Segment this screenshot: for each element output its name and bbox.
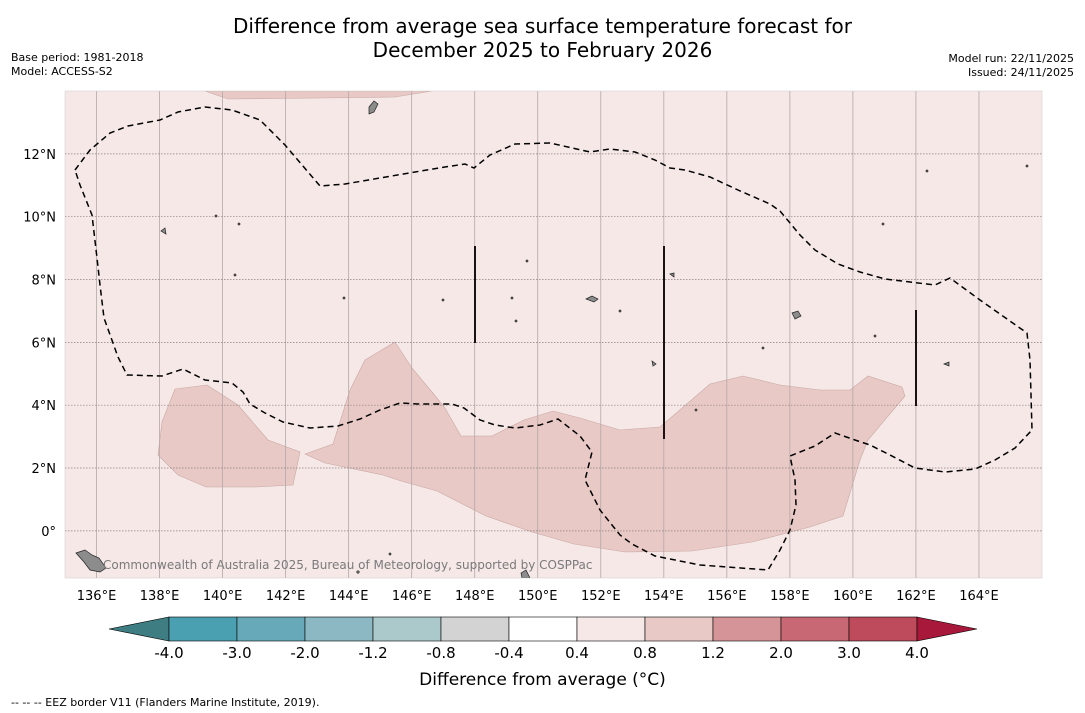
island-small-4: [342, 296, 346, 300]
island-ulithi: [160, 227, 167, 235]
lat-tick-label: 0°: [41, 525, 56, 540]
colorbar-tick-label: -2.0: [290, 644, 320, 662]
colorbar-segment: [644, 616, 714, 642]
lon-tick-label: 136°E: [77, 589, 117, 604]
island-small-8: [514, 319, 518, 323]
model-run: Model run: 22/11/2025: [948, 52, 1074, 65]
lon-tick-label: 152°E: [581, 589, 621, 604]
eez-boundary-segments: [474, 246, 917, 439]
island-new-guinea-tip: [75, 549, 107, 573]
colorbar-tick-label: -1.2: [358, 644, 388, 662]
lon-tick-label: 148°E: [455, 589, 495, 604]
axis-labels: 136°E 138°E 140°E 142°E 144°E 146°E 148°E 150°E…: [23, 148, 999, 604]
lat-tick-label: 4°N: [32, 399, 57, 414]
island-guam: [368, 100, 379, 115]
colorbar-under-arrow: [108, 616, 170, 642]
copyright-watermark: Commonwealth of Australia 2025, Bureau o…: [103, 558, 593, 572]
island-small-19: [356, 570, 360, 574]
islands: [75, 100, 1029, 578]
colorbar-segment: [236, 616, 306, 642]
lon-tick-label: 142°E: [266, 589, 306, 604]
lon-tick-label: 160°E: [833, 589, 873, 604]
colorbar-segment: [508, 616, 578, 642]
colorbar-segment: [168, 616, 238, 642]
island-pohnpei: [791, 310, 802, 320]
island-small-2: [651, 360, 657, 367]
island-small-1: [669, 272, 675, 278]
island-small-9: [618, 309, 622, 313]
eez-legend-footnote: -- -- -- EEZ border V11 (Flanders Marine…: [11, 696, 320, 709]
colorbar-tick-label: 0.4: [565, 644, 589, 662]
island-small-14: [925, 169, 929, 173]
colorbar-segment: [576, 616, 646, 642]
map-frame: [64, 90, 1043, 579]
island-small-10: [694, 408, 698, 412]
lat-tick-label: 8°N: [32, 274, 57, 289]
lon-tick-label: 156°E: [707, 589, 747, 604]
colorbar-segment: [372, 616, 442, 642]
colorbar-tick-label: -0.8: [426, 644, 456, 662]
colorbar: [108, 616, 978, 642]
island-chuuk: [585, 295, 599, 303]
eez-border-main: [74, 106, 1033, 571]
lon-tick-label: 146°E: [392, 589, 432, 604]
meta-right: Model run: 22/11/2025 Issued: 24/11/2025: [948, 52, 1074, 80]
island-small-15: [1025, 164, 1029, 168]
title-line-2: December 2025 to February 2026: [372, 38, 713, 62]
island-small-5: [441, 298, 445, 302]
island-small-13: [881, 222, 885, 226]
island-small-18: [388, 552, 392, 556]
island-small-6: [510, 296, 514, 300]
issued-date: Issued: 24/11/2025: [967, 66, 1074, 79]
island-small-11: [761, 346, 765, 350]
model-name: Model: ACCESS-S2: [11, 65, 113, 78]
lon-tick-label: 150°E: [518, 589, 558, 604]
colorbar-title: Difference from average (°C): [419, 670, 666, 690]
colorbar-tick-label: 4.0: [905, 644, 929, 662]
lat-tick-label: 2°N: [32, 462, 57, 477]
lon-tick-label: 158°E: [770, 589, 810, 604]
colorbar-tick-label: -3.0: [222, 644, 252, 662]
lat-tick-label: 10°N: [23, 211, 56, 226]
lon-tick-label: 162°E: [896, 589, 936, 604]
colorbar-tick-label: 2.0: [769, 644, 793, 662]
colorbar-segment: [780, 616, 850, 642]
colorbar-tick-label: 3.0: [837, 644, 861, 662]
island-small-3: [233, 273, 237, 277]
colorbar-segment: [440, 616, 510, 642]
colorbar-tick-label: -0.4: [494, 644, 524, 662]
title-line-1: Difference from average sea surface temp…: [232, 14, 852, 38]
lon-tick-label: 140°E: [203, 589, 243, 604]
lon-tick-label: 144°E: [329, 589, 369, 604]
island-small-17: [214, 214, 218, 218]
warm-region-west: [157, 384, 301, 488]
lon-tick-label: 154°E: [644, 589, 684, 604]
graticule: [65, 91, 1042, 578]
colorbar-tick-label: -4.0: [154, 644, 184, 662]
colorbar-tick-label: 1.2: [701, 644, 725, 662]
island-kosrae: [943, 361, 950, 367]
warm-region-north: [204, 91, 433, 100]
colorbar-over-arrow: [916, 616, 978, 642]
colorbar-tick-label: 0.8: [633, 644, 657, 662]
lon-tick-label: 138°E: [140, 589, 180, 604]
lat-tick-label: 12°N: [23, 148, 56, 163]
colorbar-segment: [848, 616, 918, 642]
warm-anomaly-regions: [157, 91, 906, 553]
lon-tick-label: 164°E: [959, 589, 999, 604]
colorbar-segment: [712, 616, 782, 642]
lat-tick-label: 6°N: [32, 336, 57, 351]
colorbar-segment: [304, 616, 374, 642]
island-new-ireland: [520, 569, 531, 578]
map-title: Difference from average sea surface temp…: [0, 14, 1085, 62]
warm-region-main: [304, 341, 906, 553]
island-small-12: [873, 334, 877, 338]
base-period: Base period: 1981-2018: [11, 51, 144, 64]
meta-left: Base period: 1981-2018 Model: ACCESS-S2: [11, 51, 143, 79]
island-small-7: [525, 259, 529, 263]
eez-borders: [74, 106, 1033, 571]
island-small-16: [237, 222, 241, 226]
